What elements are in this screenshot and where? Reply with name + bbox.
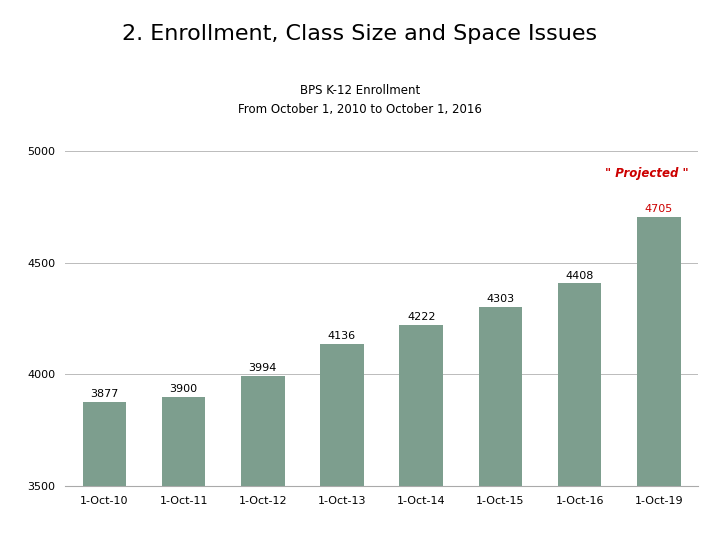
Bar — [162, 397, 205, 540]
Text: 3877: 3877 — [90, 389, 119, 399]
Bar — [83, 402, 126, 540]
Bar — [558, 284, 601, 540]
Text: BPS K-12 Enrollment: BPS K-12 Enrollment — [300, 84, 420, 97]
Text: 4408: 4408 — [565, 271, 594, 281]
Bar — [637, 217, 680, 540]
Text: 4222: 4222 — [407, 312, 436, 322]
Text: " Projected ": " Projected " — [605, 167, 689, 180]
Text: From October 1, 2010 to October 1, 2016: From October 1, 2010 to October 1, 2016 — [238, 103, 482, 116]
Text: 3994: 3994 — [248, 363, 277, 373]
Text: 3900: 3900 — [169, 384, 198, 394]
Bar — [400, 325, 443, 540]
Text: 4136: 4136 — [328, 332, 356, 341]
Bar — [320, 344, 364, 540]
Text: 4705: 4705 — [644, 204, 673, 214]
Bar — [479, 307, 522, 540]
Text: 4303: 4303 — [486, 294, 515, 304]
Bar — [241, 376, 284, 540]
Text: 2. Enrollment, Class Size and Space Issues: 2. Enrollment, Class Size and Space Issu… — [122, 24, 598, 44]
